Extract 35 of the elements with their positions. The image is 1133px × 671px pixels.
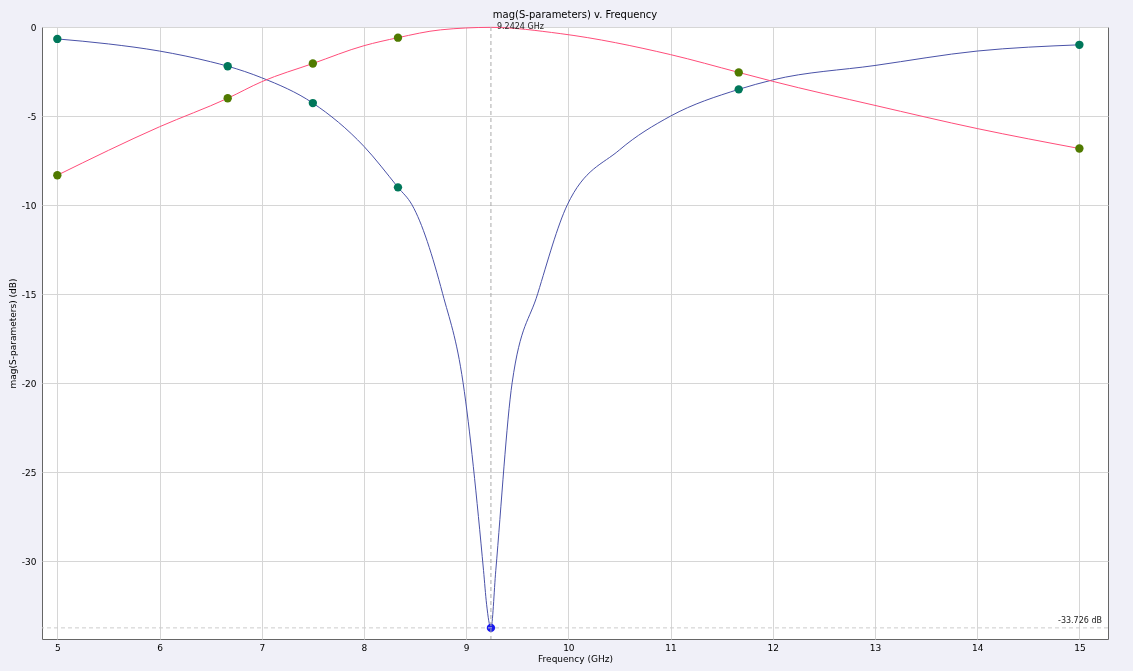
point [223,62,232,71]
y-tick-label: 0 [30,22,37,33]
point [1075,144,1084,153]
x-axis-title: Frequency (GHz) [538,653,613,664]
x-tick-label: 15 [1074,642,1086,653]
ref-line-label: 9.2424 GHz [496,22,544,31]
x-tick-label: 8 [361,642,368,653]
ref-line-label: -33.726 dB [1058,615,1102,625]
point [1075,40,1084,49]
y-tick-label: -10 [21,200,37,211]
point [53,171,62,180]
point [308,59,318,68]
point [734,85,743,94]
x-tick-label: 5 [54,642,61,653]
point [53,34,62,44]
x-tick-label: 9 [463,642,470,653]
chart-title: mag(S-parameters) v. Frequency [492,9,658,20]
y-tick-label: -25 [21,467,37,478]
point [393,33,403,42]
y-tick-label: -15 [21,289,37,300]
x-tick-label: 12 [767,642,779,653]
y-tick-label: -20 [21,378,37,389]
x-tick-label: 14 [971,642,984,653]
x-tick-label: 7 [259,642,266,653]
point [223,94,232,103]
x-tick-label: 10 [563,642,575,653]
x-tick-label: 6 [157,642,164,653]
point [393,183,403,192]
y-tick-label: -5 [27,111,37,122]
y-axis-title: mag(S-parameters) (dB) [7,278,18,389]
point [308,98,318,108]
x-tick-label: 11 [665,642,677,653]
point [734,68,743,77]
x-tick-label: 13 [869,642,882,653]
y-tick-label: -30 [21,557,37,567]
